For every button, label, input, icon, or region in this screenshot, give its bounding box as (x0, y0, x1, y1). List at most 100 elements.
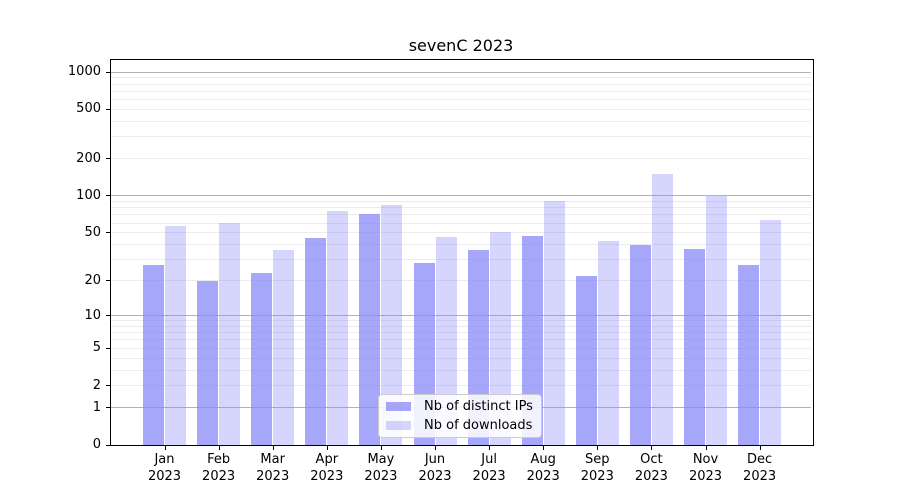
bar-downloads-oct (651, 174, 673, 445)
bar-downloads-dec (760, 219, 782, 445)
bar-downloads-apr (327, 210, 349, 445)
major-gridline (111, 315, 811, 317)
bar-downloads-may (381, 204, 403, 445)
x-tick-label-oct: Oct 2023 (619, 451, 683, 485)
x-tick-label-apr: Apr 2023 (295, 451, 359, 485)
legend-swatch-downloads (386, 421, 411, 430)
x-tick-year: 2023 (688, 469, 723, 484)
minor-gridline (111, 158, 811, 160)
minor-gridline (111, 385, 811, 387)
minor-gridline (111, 200, 811, 202)
y-tick-label: 100 (76, 187, 101, 203)
x-tick-label-feb: Feb 2023 (187, 451, 251, 485)
minor-gridline (111, 207, 811, 209)
bar-distinct-ips-feb (197, 280, 219, 445)
minor-gridline (111, 90, 811, 92)
y-tick-label: 500 (76, 101, 101, 117)
y-tick-label: 1 (92, 399, 101, 415)
bar-distinct-ips-mar (251, 273, 273, 445)
minor-gridline (111, 280, 811, 282)
x-tick-month: Jul (481, 452, 497, 467)
y-tick-mark (106, 315, 110, 317)
minor-gridline (111, 120, 811, 122)
bar-downloads-nov (706, 195, 727, 445)
minor-gridline (111, 136, 811, 138)
y-tick-label: 20 (84, 272, 101, 288)
bar-downloads-sep (597, 240, 619, 445)
bar-distinct-ips-apr (305, 238, 327, 445)
bar-distinct-ips-jan (143, 265, 164, 445)
bar-downloads-jul (489, 231, 511, 445)
y-tick-label: 5 (92, 340, 101, 356)
legend-row-distinct-ips: Nb of distinct IPs (386, 399, 533, 414)
x-tick-label-jan: Jan 2023 (133, 451, 197, 485)
y-tick-mark (106, 407, 110, 409)
x-tick-mark (705, 446, 707, 450)
legend-label-distinct-ips: Nb of distinct IPs (424, 399, 533, 414)
y-tick-mark (106, 158, 110, 160)
x-tick-month: Aug (530, 452, 556, 467)
x-tick-month: Apr (315, 452, 339, 467)
x-tick-label-aug: Aug 2023 (511, 451, 575, 485)
x-tick-month: Jun (424, 452, 446, 467)
minor-gridline (111, 320, 811, 322)
x-tick-year: 2023 (310, 469, 344, 484)
y-tick-mark (106, 232, 110, 234)
y-tick-mark (106, 195, 110, 197)
bottom-spine (110, 445, 814, 446)
y-tick-label: 0 (92, 437, 101, 452)
x-tick-year: 2023 (147, 469, 182, 484)
x-tick-label-jun: Jun 2023 (403, 451, 467, 485)
x-tick-mark (164, 446, 166, 450)
minor-gridline (111, 325, 811, 327)
x-tick-mark (435, 446, 436, 450)
x-tick-mark (489, 446, 491, 450)
x-tick-label-jul: Jul 2023 (457, 451, 521, 485)
x-tick-year: 2023 (580, 469, 614, 484)
y-tick-label: 200 (76, 150, 101, 166)
x-tick-mark (272, 446, 274, 450)
x-tick-month: Jan (154, 452, 175, 467)
minor-gridline (111, 347, 811, 349)
x-tick-mark (543, 446, 545, 450)
x-tick-year: 2023 (256, 469, 290, 484)
x-tick-year: 2023 (472, 469, 506, 484)
y-tick-label: 10 (84, 307, 101, 323)
minor-gridline (111, 357, 811, 359)
y-tick-mark (106, 444, 110, 446)
x-tick-month: Feb (207, 452, 231, 467)
x-tick-label-sep: Sep 2023 (565, 451, 629, 485)
right-spine (813, 59, 814, 446)
x-tick-mark (380, 446, 382, 450)
minor-gridline (111, 222, 811, 224)
legend-label-downloads: Nb of downloads (424, 418, 533, 433)
y-tick-mark (106, 280, 110, 282)
minor-gridline (111, 99, 811, 101)
x-tick-month: Nov (692, 452, 719, 467)
y-tick-label: 1000 (67, 64, 101, 80)
x-tick-year: 2023 (418, 469, 452, 484)
x-tick-mark (218, 446, 220, 450)
bar-distinct-ips-aug (521, 236, 543, 445)
legend: Nb of distinct IPs Nb of downloads (378, 394, 542, 438)
minor-gridline (111, 244, 811, 246)
x-tick-month: Sep (585, 452, 610, 467)
legend-swatch-distinct-ips (386, 402, 411, 411)
y-tick-label: 50 (84, 224, 101, 240)
bar-distinct-ips-oct (629, 244, 651, 445)
x-tick-mark (651, 446, 653, 450)
x-tick-label-may: May 2023 (349, 451, 413, 485)
x-tick-mark (326, 446, 328, 450)
minor-gridline (111, 339, 811, 341)
x-tick-month: May (367, 452, 395, 467)
bar-downloads-jun (435, 237, 457, 445)
minor-gridline (111, 332, 811, 334)
minor-gridline (111, 77, 811, 79)
x-tick-year: 2023 (202, 469, 236, 484)
bar-downloads-feb (219, 223, 241, 445)
x-tick-label-mar: Mar 2023 (241, 451, 305, 485)
legend-row-downloads: Nb of downloads (386, 418, 533, 433)
minor-gridline (111, 369, 811, 371)
minor-gridline (111, 214, 811, 216)
major-gridline (111, 195, 811, 197)
